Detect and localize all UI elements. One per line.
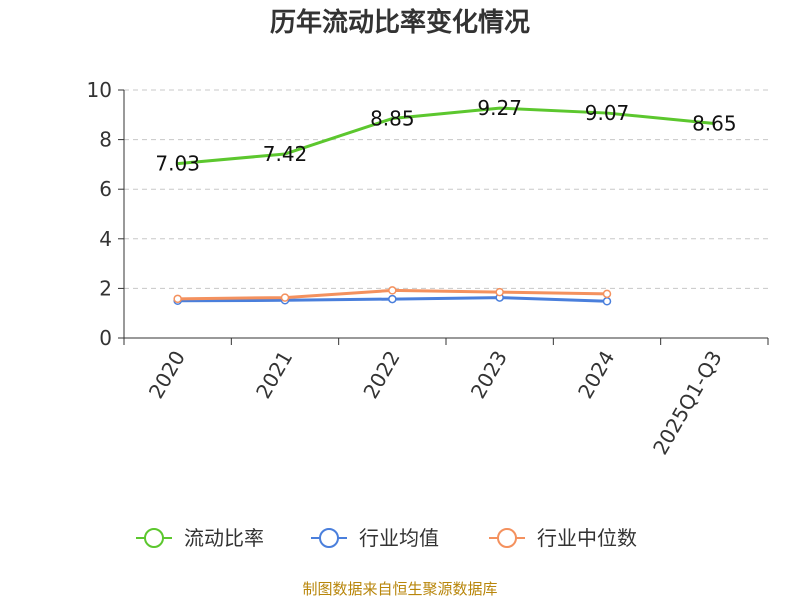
legend-item[interactable]: 流动比率: [136, 526, 264, 550]
data-labels: 7.03 7.42 8.85 9.27 9.07 8.65: [155, 96, 736, 176]
series-layer: [173, 106, 715, 306]
x-tick-label: 2020: [144, 347, 190, 403]
legend-label: 行业中位数: [537, 526, 637, 550]
y-tick-label: 10: [87, 78, 112, 102]
series-point-2: [388, 286, 397, 295]
data-label: 8.85: [370, 107, 415, 131]
legend-marker: [319, 528, 339, 548]
y-tick-label: 2: [99, 276, 112, 300]
x-tick-label: 2022: [358, 347, 404, 403]
x-tick-label: 2025Q1-Q3: [648, 347, 727, 459]
legend-label: 流动比率: [184, 526, 264, 550]
x-tick-label: 2023: [466, 346, 512, 402]
series-point-2: [280, 293, 290, 302]
series-point-1: [388, 294, 397, 304]
y-tick-label: 0: [99, 326, 112, 350]
data-label: 7.42: [263, 142, 308, 166]
source-note: 制图数据来自恒生聚源数据库: [302, 580, 497, 598]
series-point-1: [602, 297, 612, 306]
series-point-2: [173, 294, 182, 304]
legend[interactable]: 流动比率 行业均值 行业中位数: [136, 526, 637, 550]
y-tick-label: 6: [99, 177, 112, 201]
series-point-2: [495, 287, 504, 297]
x-tick-label: 2024: [573, 347, 619, 403]
series-point-2: [602, 289, 612, 299]
data-label: 9.27: [477, 96, 522, 120]
legend-item[interactable]: 行业中位数: [489, 526, 637, 550]
data-label: 8.65: [692, 111, 737, 135]
legend-marker: [497, 528, 517, 548]
x-tick-label: 2021: [251, 347, 297, 403]
data-label: 7.03: [155, 152, 200, 176]
legend-item[interactable]: 行业均值: [311, 526, 439, 550]
legend-marker: [144, 528, 164, 548]
axes: 0 2 4 6 8 10 2020 2021 2022 2023 2024 2025Q1-Q3: [87, 78, 769, 459]
chart-title: 历年流动比率变化情况: [270, 7, 530, 38]
legend-label: 行业均值: [359, 526, 439, 550]
y-tick-label: 8: [99, 128, 112, 152]
data-label: 9.07: [585, 101, 630, 125]
y-tick-label: 4: [99, 227, 112, 251]
series-line-0: [177, 106, 715, 166]
